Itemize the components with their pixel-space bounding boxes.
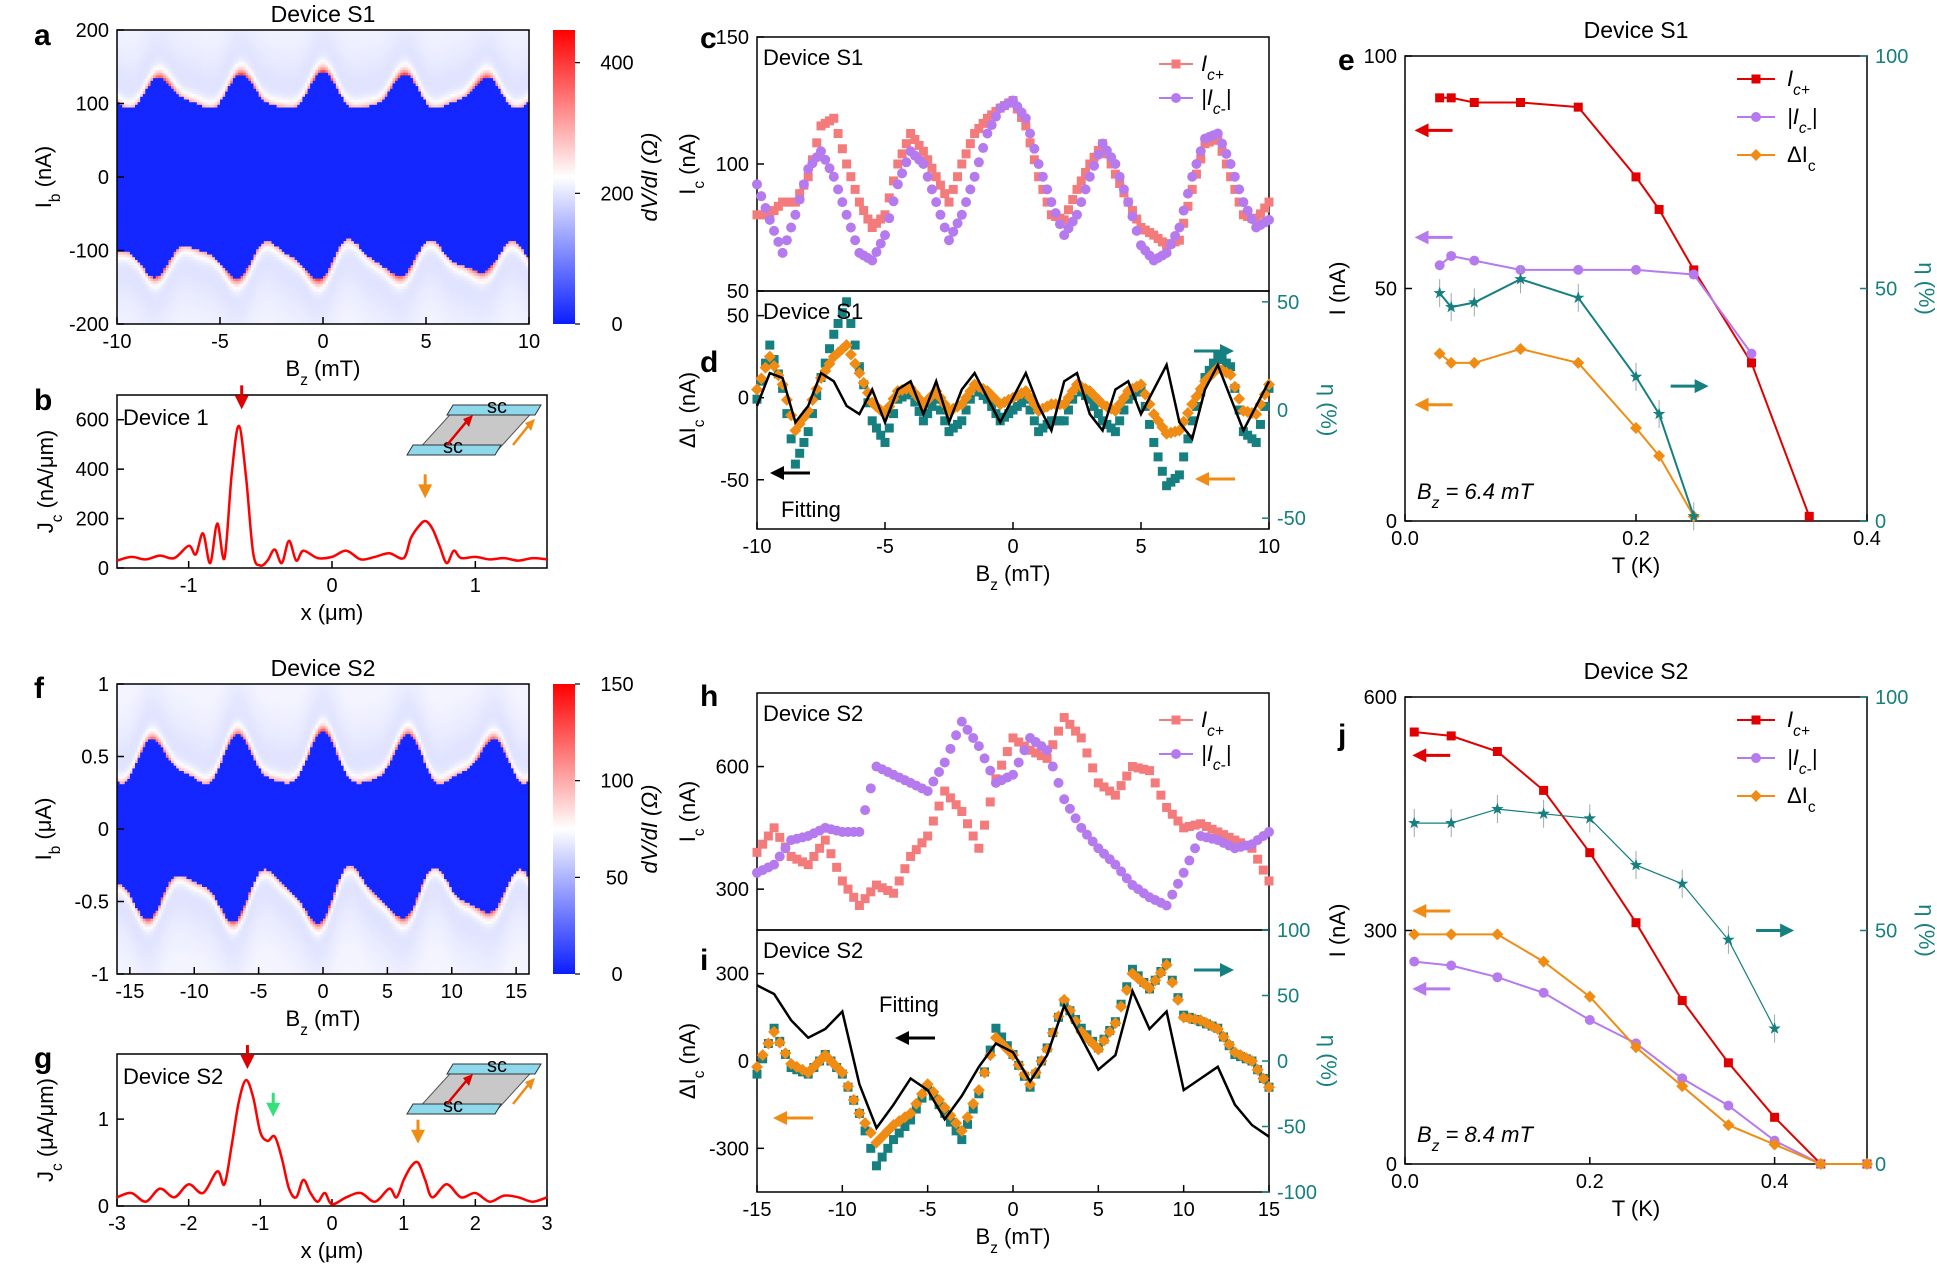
heatmap-cells bbox=[117, 30, 530, 325]
figure-canvas: -10-50510-200-1000100200Bz (mT)Ib (nA)De… bbox=[0, 0, 1937, 1273]
